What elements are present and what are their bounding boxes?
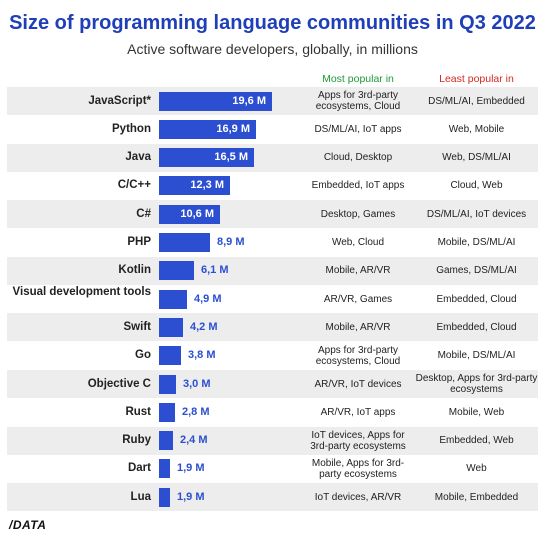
language-label: Objective C (87, 377, 151, 390)
language-label: Rust (125, 405, 151, 418)
language-label: Go (135, 349, 151, 362)
value-label: 19,6 M (232, 94, 266, 107)
most-popular-header: Most popular in (322, 73, 394, 85)
language-label: Visual development tools (12, 286, 151, 299)
language-label: C/C++ (117, 179, 151, 192)
bar (159, 91, 272, 111)
value-label: 12,3 M (190, 179, 224, 192)
chart-row: Go 3,8 M Apps for 3rd-party ecosystems, Cl… (7, 342, 538, 370)
least-popular-cell: Mobile, Embedded (434, 491, 519, 503)
brand-logo: /DATA (9, 518, 47, 532)
most-popular-cell: Desktop, Games (320, 208, 396, 220)
language-label: Dart (127, 462, 151, 475)
bar (159, 148, 254, 168)
chart-row: Lua 1,9 M IoT devices, AR/VR Mobile, Embedd… (7, 483, 538, 512)
bar (159, 176, 230, 196)
value-label: 2,8 M (182, 405, 210, 418)
most-popular-cell: Apps for 3rd-party ecosystems, Cloud (315, 344, 401, 367)
value-label: 2,4 M (180, 434, 208, 447)
least-popular-cell: Games, DS/ML/AI (436, 265, 517, 277)
chart-row: PHP 8,9 M Web, Cloud Mobile, DS/ML/AI (7, 229, 538, 257)
chart-row: Objective C 3,0 M AR/VR, IoT devices Deskto… (7, 370, 538, 398)
bar (159, 119, 256, 139)
value-label: 16,5 M (214, 151, 248, 164)
value-label: 6,1 M (201, 264, 229, 277)
least-popular-cell: Desktop, Apps for 3rd-party ecosystems (415, 373, 538, 395)
value-label: 10,6 M (180, 207, 214, 220)
language-label: Lua (130, 490, 151, 503)
most-popular-cell: IoT devices, AR/VR (314, 491, 402, 503)
bar (159, 402, 175, 422)
chart-row: C/C++ 12,3 M Embedded, IoT apps Cloud, Web (7, 172, 538, 200)
least-popular-cell: Cloud, Web (450, 180, 503, 192)
bar (159, 487, 170, 507)
bar (159, 289, 187, 309)
bar (159, 261, 194, 281)
most-popular-cell: Mobile, AR/VR (325, 265, 391, 277)
language-label: Kotlin (118, 264, 151, 277)
bar (159, 317, 183, 337)
language-label: Ruby (122, 434, 151, 447)
value-label: 1,9 M (177, 462, 205, 475)
bar (159, 346, 181, 366)
most-popular-cell: Mobile, Apps for 3rd-party ecosystems (311, 457, 405, 480)
language-label: Swift (123, 320, 151, 333)
least-popular-cell: DS/ML/AI, Embedded (428, 95, 525, 107)
least-popular-cell: Mobile, DS/ML/AI (437, 350, 516, 362)
most-popular-cell: IoT devices, Apps for 3rd-party ecosyste… (310, 429, 406, 452)
language-label: Python (112, 122, 151, 135)
least-popular-cell: Mobile, Web (448, 406, 505, 418)
chart-row: Kotlin 6,1 M Mobile, AR/VR Games, DS/ML/AI (7, 256, 538, 285)
least-popular-cell: Mobile, DS/ML/AI (437, 237, 516, 248)
most-popular-cell: Cloud, Desktop (323, 152, 393, 164)
value-label: 1,9 M (177, 490, 205, 503)
least-popular-cell: Web, Mobile (448, 123, 505, 135)
chart-row: Rust 2,8 M AR/VR, IoT apps Mobile, Web (7, 398, 538, 426)
value-label: 3,8 M (188, 349, 216, 362)
chart-row: Ruby 2,4 M IoT devices, Apps for 3rd-party… (7, 426, 538, 455)
most-popular-cell: Mobile, AR/VR (325, 321, 391, 333)
chart-title: Size of programming language communities… (9, 12, 536, 34)
value-label: 4,2 M (190, 320, 218, 333)
value-label: 4,9 M (194, 292, 222, 305)
least-popular-cell: Web, DS/ML/AI (442, 152, 511, 164)
language-label: Java (125, 151, 151, 164)
value-label: 3,0 M (183, 377, 211, 390)
bar (159, 204, 220, 224)
chart-row: Python 16,9 M DS/ML/AI, IoT apps Web, Mobil… (7, 115, 538, 143)
language-label: PHP (127, 236, 151, 248)
most-popular-cell: AR/VR, IoT apps (320, 406, 396, 418)
least-popular-cell: Embedded, Cloud (436, 321, 517, 333)
most-popular-cell: Web, Cloud (331, 237, 385, 248)
most-popular-cell: Embedded, IoT apps (311, 180, 405, 192)
chart-subtitle: Active software developers, globally, in… (127, 41, 418, 57)
language-label: JavaScript* (88, 94, 151, 107)
least-popular-cell: Embedded, Cloud (436, 293, 517, 305)
chart-row: Dart 1,9 M Mobile, Apps for 3rd-party ecos… (7, 455, 538, 483)
chart-row: Visual development tools 4,9 M AR/VR, Game… (7, 285, 538, 313)
value-label: 16,9 M (216, 122, 250, 135)
bar (159, 431, 173, 451)
bar (159, 233, 210, 252)
most-popular-cell: Apps for 3rd-party ecosystems, Cloud (315, 90, 401, 112)
value-label: 8,9 M (217, 236, 245, 248)
least-popular-cell: DS/ML/AI, IoT devices (426, 208, 527, 220)
most-popular-cell: DS/ML/AI, IoT apps (314, 123, 402, 135)
chart-row: C# 10,6 M Desktop, Games DS/ML/AI, IoT devi… (7, 200, 538, 229)
chart-row: Swift 4,2 M Mobile, AR/VR Embedded, Cloud (7, 313, 538, 342)
chart-row: JavaScript* 19,6 M Apps for 3rd-party ecos… (7, 87, 538, 115)
language-label: C# (136, 207, 151, 220)
chart-row: Java 16,5 M Cloud, Desktop Web, DS/ML/AI (7, 143, 538, 172)
most-popular-cell: AR/VR, IoT devices (314, 378, 402, 390)
least-popular-cell: Web (466, 463, 487, 475)
most-popular-cell: AR/VR, Games (323, 293, 393, 305)
least-popular-cell: Embedded, Web (439, 435, 514, 447)
bar (159, 374, 176, 394)
bar (159, 459, 170, 479)
least-popular-header: Least popular in (439, 73, 514, 85)
